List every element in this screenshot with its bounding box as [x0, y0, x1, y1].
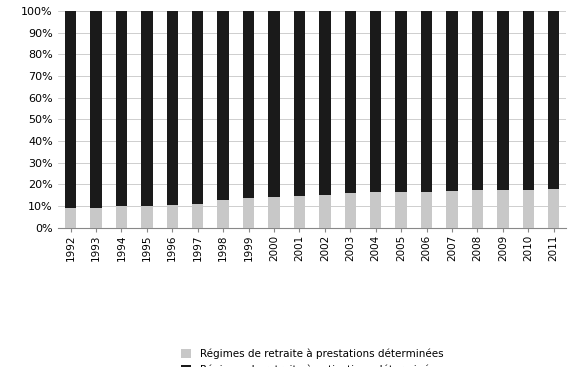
Bar [344, 193, 356, 228]
Bar [268, 11, 280, 197]
Bar [370, 192, 381, 228]
Bar [166, 11, 178, 205]
Bar [548, 11, 560, 189]
Bar [217, 11, 229, 200]
Bar [523, 190, 534, 228]
Bar [141, 206, 153, 228]
Bar [90, 11, 102, 208]
Bar [497, 190, 509, 228]
Bar [192, 204, 203, 228]
Bar [294, 11, 305, 196]
Bar [268, 197, 280, 228]
Bar [344, 11, 356, 193]
Bar [395, 192, 407, 228]
Bar [395, 11, 407, 192]
Bar [319, 195, 331, 228]
Bar [243, 198, 254, 228]
Bar [141, 11, 153, 206]
Bar [472, 190, 483, 228]
Bar [523, 11, 534, 190]
Bar [497, 11, 509, 190]
Bar [319, 11, 331, 195]
Bar [166, 205, 178, 228]
Legend: Régimes de retraite à prestations déterminées, Régimes de retraite à cotisations: Régimes de retraite à prestations déterm… [178, 345, 446, 367]
Bar [370, 11, 381, 192]
Bar [421, 192, 432, 228]
Bar [116, 11, 127, 206]
Bar [65, 11, 76, 208]
Bar [90, 208, 102, 228]
Bar [446, 191, 458, 228]
Bar [192, 11, 203, 204]
Bar [243, 11, 254, 198]
Bar [65, 208, 76, 228]
Bar [421, 11, 432, 192]
Bar [446, 11, 458, 191]
Bar [116, 206, 127, 228]
Bar [472, 11, 483, 190]
Bar [548, 189, 560, 228]
Bar [294, 196, 305, 228]
Bar [217, 200, 229, 228]
